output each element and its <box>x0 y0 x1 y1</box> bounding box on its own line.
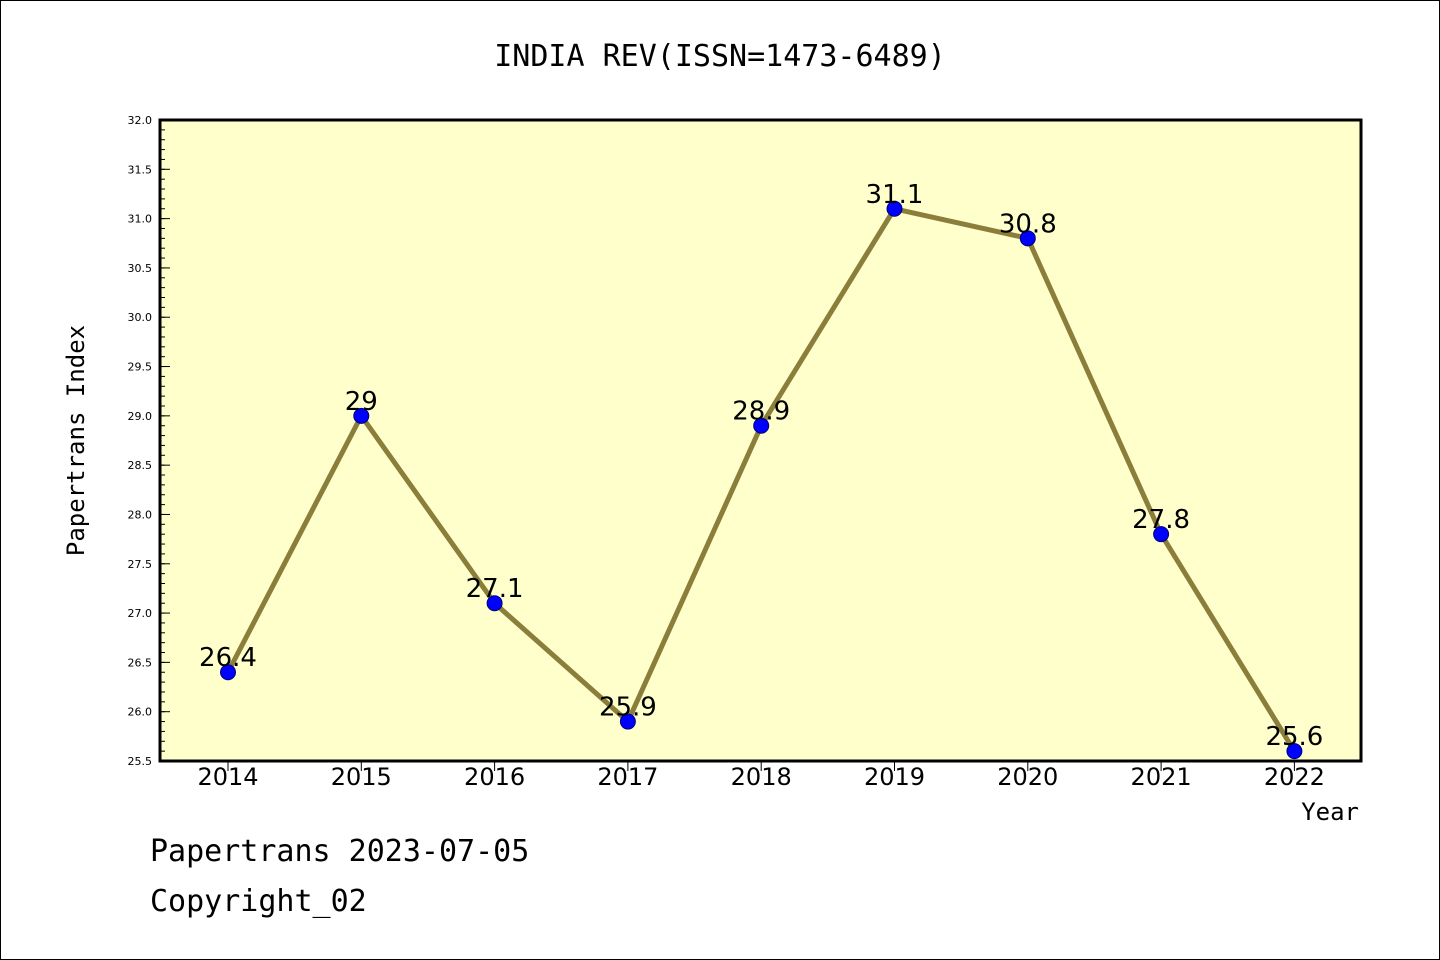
y-tick-label: 26.0 <box>128 706 153 719</box>
x-tick-label: 2020 <box>997 763 1058 791</box>
x-tick-label: 2019 <box>864 763 925 791</box>
y-tick-label: 32.0 <box>128 114 153 127</box>
y-tick-label: 29.0 <box>128 410 153 423</box>
data-label: 26.4 <box>199 643 257 673</box>
x-tick-label: 2022 <box>1264 763 1325 791</box>
data-label: 30.8 <box>999 209 1057 239</box>
x-axis-ticks: 2014 2015 2016 2017 2018 2019 2020 2021 2022 <box>197 761 1325 791</box>
y-tick-label: 31.5 <box>128 163 153 176</box>
y-axis-ticks: 25.5 26.0 26.5 27.0 27.5 28.0 28.5 29.0 29.5 30.0… <box>128 114 170 768</box>
data-point <box>486 595 503 612</box>
data-label: 28.9 <box>732 397 790 427</box>
data-point <box>753 417 770 434</box>
data-markers <box>220 200 1303 760</box>
data-point <box>1286 743 1303 760</box>
footer-copyright: Copyright_02 <box>150 884 367 919</box>
x-tick-label: 2014 <box>197 763 258 791</box>
y-tick-label: 31.0 <box>128 213 153 226</box>
y-tick-label: 26.5 <box>128 656 153 669</box>
data-labels: 26.4 29 27.1 25.9 28.9 31.1 30.8 27.8 25.6 <box>199 180 1323 752</box>
x-tick-label: 2016 <box>464 763 525 791</box>
data-label: 27.8 <box>1132 505 1190 535</box>
y-tick-label: 25.5 <box>128 755 153 768</box>
data-point <box>886 200 903 217</box>
y-axis-label: Papertrans Index <box>62 325 90 556</box>
data-point <box>353 407 370 424</box>
y-tick-label: 30.5 <box>128 262 153 275</box>
y-tick-label: 27.0 <box>128 607 153 620</box>
y-tick-label: 29.5 <box>128 361 153 374</box>
y-tick-label: 28.5 <box>128 459 153 472</box>
y-tick-label: 28.0 <box>128 508 153 521</box>
data-point <box>619 713 636 730</box>
data-label: 27.1 <box>466 574 524 604</box>
chart-title: INDIA REV(ISSN=1473-6489) <box>494 39 946 74</box>
x-tick-label: 2015 <box>331 763 392 791</box>
y-tick-label: 27.5 <box>128 558 153 571</box>
x-axis-label: Year <box>1301 798 1359 826</box>
data-point <box>1019 230 1036 247</box>
data-label: 29 <box>345 387 378 417</box>
y-tick-label: 30.0 <box>128 311 153 324</box>
footer-date: Papertrans 2023-07-05 <box>150 834 530 869</box>
x-tick-label: 2017 <box>597 763 658 791</box>
data-point <box>1153 526 1170 543</box>
data-point <box>220 664 236 681</box>
plot-area <box>158 118 1363 763</box>
data-label: 31.1 <box>866 180 924 210</box>
x-tick-label: 2021 <box>1131 763 1192 791</box>
data-label: 25.6 <box>1265 722 1323 752</box>
x-tick-label: 2018 <box>731 763 792 791</box>
data-label: 25.9 <box>599 693 657 723</box>
